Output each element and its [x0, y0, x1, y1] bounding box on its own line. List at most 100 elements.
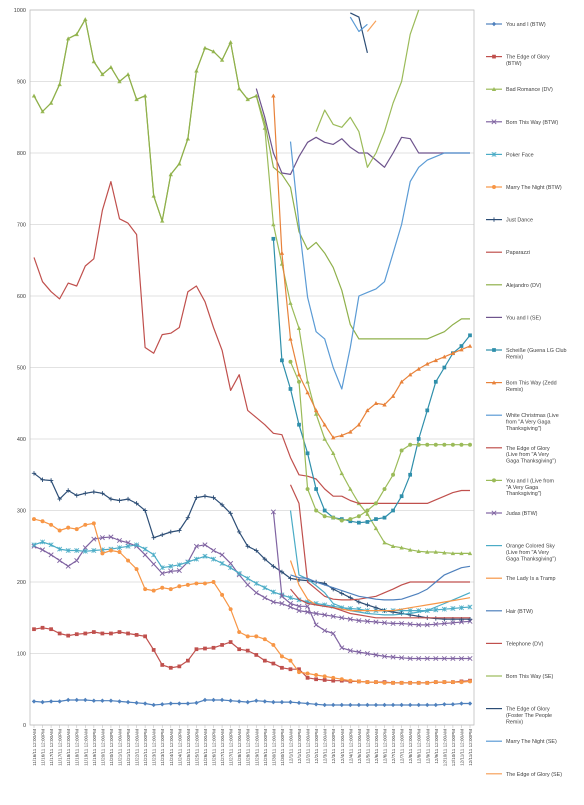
- data-point: [151, 702, 156, 708]
- x-tick-label: 12/7/11 12:00PM: [400, 729, 405, 764]
- data-point: [468, 679, 472, 684]
- legend-label: Bad Romance (DV): [506, 87, 553, 93]
- legend-label: Alejandro (DV): [506, 283, 542, 289]
- data-point: [57, 496, 62, 502]
- series-line: [33, 541, 471, 612]
- data-point: [442, 680, 447, 685]
- data-point: [160, 702, 165, 707]
- data-point: [297, 670, 301, 675]
- data-point: [91, 521, 96, 526]
- y-tick-label: 1000: [14, 8, 26, 14]
- data-point: [185, 559, 191, 565]
- data-point: [151, 588, 156, 593]
- data-point: [245, 634, 250, 639]
- data-point: [168, 563, 174, 569]
- series-line: [272, 511, 470, 660]
- data-point: [219, 560, 225, 566]
- data-point: [407, 702, 413, 708]
- data-point: [391, 472, 396, 477]
- data-point: [177, 664, 182, 669]
- data-point: [262, 595, 268, 601]
- data-point: [142, 508, 148, 513]
- data-point: [142, 701, 148, 706]
- data-point: [373, 619, 379, 625]
- data-point: [433, 655, 439, 662]
- data-point: [391, 508, 395, 513]
- data-point: [211, 556, 217, 562]
- data-point: [271, 222, 276, 227]
- data-point: [433, 549, 439, 554]
- series-16: [289, 510, 471, 616]
- data-point: [407, 655, 413, 662]
- data-point: [491, 151, 497, 157]
- data-point: [365, 602, 370, 608]
- data-point: [270, 599, 276, 605]
- data-point: [74, 558, 80, 564]
- data-point: [459, 551, 464, 556]
- legend-entry: Hair (BTW): [486, 609, 533, 615]
- legend-entry: Scheiße (Guena LG Club Remix): [486, 348, 567, 360]
- data-point: [194, 495, 199, 500]
- data-point: [467, 604, 473, 610]
- data-point: [228, 565, 234, 571]
- data-point: [322, 422, 327, 427]
- data-point: [125, 496, 131, 502]
- legend-label: Born This Way (Zedd Remix): [506, 381, 557, 393]
- data-point: [126, 558, 131, 563]
- y-tick-label: 200: [17, 580, 26, 586]
- data-point: [442, 354, 447, 359]
- data-point: [399, 379, 404, 384]
- legend-entry: The Lady Is a Tramp: [486, 576, 555, 582]
- legend-label: Just Dance: [506, 218, 533, 224]
- data-point: [433, 680, 438, 685]
- data-point: [236, 529, 242, 535]
- x-tick-label: 11/27/11 12:00AM: [220, 729, 225, 766]
- data-point: [331, 702, 336, 708]
- x-tick-label: 11/16/11 12:00AM: [32, 729, 37, 766]
- x-tick-label: 11/23/11 12:00AM: [152, 729, 157, 766]
- x-tick-label: 12/9/11 12:00PM: [434, 729, 439, 764]
- data-point: [339, 615, 345, 621]
- data-point: [125, 699, 131, 705]
- data-point: [433, 621, 439, 627]
- data-point: [219, 697, 225, 703]
- data-point: [314, 677, 318, 682]
- data-point: [134, 501, 139, 506]
- legend-entry: You and I (SE): [486, 315, 541, 321]
- data-point: [491, 380, 497, 385]
- data-point: [297, 422, 301, 427]
- data-point: [228, 640, 233, 644]
- legend-label: You and I (Live from "A Very Gaga Thanksgi…: [506, 478, 555, 497]
- data-point: [117, 545, 122, 551]
- data-point: [322, 678, 327, 682]
- data-point: [48, 478, 54, 483]
- y-tick-label: 800: [17, 151, 26, 157]
- series-19: [290, 588, 470, 619]
- data-point: [450, 655, 456, 662]
- data-point: [254, 548, 259, 553]
- data-point: [425, 442, 430, 447]
- data-point: [254, 653, 259, 657]
- data-point: [322, 612, 328, 618]
- data-point: [450, 605, 456, 611]
- x-tick-label: 11/24/11 12:00PM: [177, 729, 182, 766]
- data-point: [31, 471, 37, 476]
- x-tick-label: 11/26/11 12:00AM: [203, 729, 208, 766]
- x-tick-label: 11/17/11 12:00PM: [58, 729, 63, 766]
- data-point: [74, 548, 80, 554]
- legend-entry: Born This Way (Zedd Remix): [486, 380, 557, 393]
- data-point: [331, 678, 336, 683]
- data-point: [288, 300, 293, 305]
- data-point: [194, 581, 199, 586]
- data-point: [416, 680, 421, 685]
- data-point: [48, 699, 54, 704]
- data-point: [467, 655, 473, 662]
- legend-label: The Lady Is a Tramp: [506, 576, 555, 582]
- data-point: [288, 576, 293, 581]
- x-tick-label: 11/20/11 12:00PM: [109, 729, 114, 766]
- data-point: [280, 665, 284, 670]
- data-point: [365, 702, 370, 708]
- data-point: [49, 522, 54, 527]
- data-point: [459, 344, 464, 348]
- data-point: [202, 542, 208, 548]
